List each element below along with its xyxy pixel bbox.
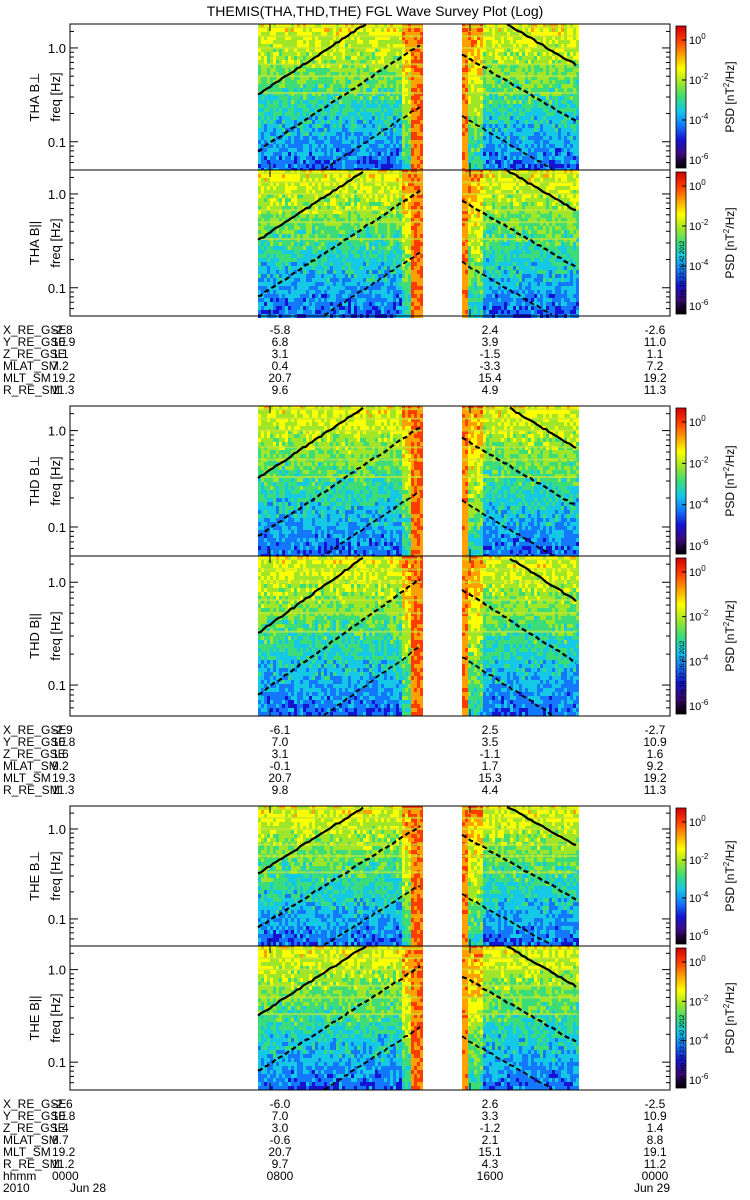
panel-tha-par: 1.0 0.1 THA B|| freq [Hz] 100 10-2 10-4 10-6 PSD… xyxy=(27,170,737,318)
colorbar-tick-label: 100 xyxy=(689,178,706,193)
colorbar-tick-label: 10-6 xyxy=(689,698,709,713)
ephemeris-value: 11.3 xyxy=(52,783,75,797)
panel-ylabel: THA B⊥ xyxy=(27,73,42,122)
figure-title: THEMIS(THA,THD,THE) FGL Wave Survey Plot… xyxy=(207,3,544,19)
y-tick-label: 0.1 xyxy=(48,281,66,296)
colorbar-label: PSD [nT2/Hz] xyxy=(722,445,737,516)
ephemeris-value: 11.3 xyxy=(52,383,75,397)
colorbar-tick-label: 10-6 xyxy=(689,538,709,553)
colorbar-tick-label: 10-2 xyxy=(689,218,709,233)
freq-axis-label: freq [Hz] xyxy=(48,851,63,900)
colorbar-tick-label: 10-2 xyxy=(689,72,709,87)
start-date-label: Jun 28 xyxy=(70,1181,106,1195)
colorbar: 100 10-2 10-4 10-6 PSD [nT2/Hz] xyxy=(676,808,737,944)
colorbar: 100 10-2 10-4 10-6 PSD [nT2/Hz] xyxy=(676,408,737,554)
generation-timestamp: Sun Sep 18 23:26:42 2012 xyxy=(680,240,686,312)
ephemeris-value: 9.6 xyxy=(272,383,289,397)
panel-the-perp: 1.0 0.1 THE B⊥ freq [Hz] 100 10-2 10-4 10-6 PSD … xyxy=(27,806,737,946)
colorbar-tick-label: 10-4 xyxy=(689,890,709,905)
colorbar-tick-label: 100 xyxy=(689,954,706,969)
colorbar-label: PSD [nT2/Hz] xyxy=(722,982,737,1053)
colorbar: 100 10-2 10-4 10-6 PSD [nT2/Hz] xyxy=(676,26,737,168)
freq-axis-label: freq [Hz] xyxy=(48,611,63,660)
colorbar-tick-label: 10-2 xyxy=(689,993,709,1008)
component-symbol: || xyxy=(27,613,42,620)
colorbar-tick-label: 10-4 xyxy=(689,258,709,273)
colorbar-tick-label: 10-6 xyxy=(689,298,709,313)
ephemeris-value: 11.3 xyxy=(644,383,667,397)
colorbar-tick-label: 100 xyxy=(689,414,706,429)
panel-thd-par: 1.0 0.1 THD B|| freq [Hz] 100 10-2 10-4 10-6 PSD… xyxy=(27,556,737,716)
ephemeris-value: 4.4 xyxy=(482,783,499,797)
colorbar-tick-label: 10-4 xyxy=(689,112,709,127)
colorbar-tick-label: 10-4 xyxy=(689,653,709,668)
y-tick-label: 1.0 xyxy=(48,41,66,56)
panel-ylabel: THA B|| xyxy=(27,221,42,265)
colorbar-tick-label: 10-6 xyxy=(689,1072,709,1087)
spectrogram-image xyxy=(258,556,579,716)
freq-axis-label: freq [Hz] xyxy=(48,72,63,121)
colorbar-label: PSD [nT2/Hz] xyxy=(722,600,737,671)
x-tick-label: 0800 xyxy=(267,1169,294,1183)
panel-ylabel: THD B|| xyxy=(27,613,42,659)
ephemeris-value: 4.9 xyxy=(482,383,499,397)
panel-tha-perp: 1.0 0.1 THA B⊥ freq [Hz] 100 10-2 10-4 10-6 PSD … xyxy=(27,24,737,172)
y-tick-label: 1.0 xyxy=(48,187,66,202)
y-tick-label: 1.0 xyxy=(48,424,66,439)
colorbar-label: PSD [nT2/Hz] xyxy=(722,61,737,132)
spectrogram-image xyxy=(258,806,579,946)
y-tick-label: 0.1 xyxy=(48,1055,66,1070)
spectrogram-panels: 1.0 0.1 THA B⊥ freq [Hz] 100 10-2 10-4 10-6 PSD … xyxy=(27,24,737,1090)
panel-ylabel: THE B⊥ xyxy=(27,851,42,901)
component-symbol: ⊥ xyxy=(27,73,42,84)
y-tick-label: 0.1 xyxy=(48,135,66,150)
colorbar-tick-label: 10-4 xyxy=(689,1033,709,1048)
colorbar-tick-label: 10-2 xyxy=(689,852,709,867)
x-tick-label: 1600 xyxy=(477,1169,504,1183)
y-tick-label: 1.0 xyxy=(48,575,66,590)
component-symbol: ⊥ xyxy=(27,456,42,467)
colorbar-tick-label: 10-6 xyxy=(689,152,709,167)
component-symbol: ⊥ xyxy=(27,851,42,862)
panel-ylabel: THD B⊥ xyxy=(27,456,42,506)
colorbar-label: PSD [nT2/Hz] xyxy=(722,840,737,911)
colorbar-tick-label: 100 xyxy=(689,814,706,829)
y-tick-label: 1.0 xyxy=(48,822,66,837)
freq-axis-label: freq [Hz] xyxy=(48,456,63,505)
y-tick-label: 1.0 xyxy=(48,963,66,978)
colorbar-tick-label: 10-2 xyxy=(689,455,709,470)
generation-timestamp: Sun Sep 18 23:26:42 2012 xyxy=(680,640,686,712)
year-label: 2010 xyxy=(3,1181,30,1195)
generation-timestamp: Sun Sep 18 23:26:42 2012 xyxy=(680,1014,686,1086)
component-symbol: || xyxy=(27,995,42,1002)
colorbar-tick-label: 100 xyxy=(689,32,706,47)
component-symbol: || xyxy=(27,221,42,228)
y-tick-label: 0.1 xyxy=(48,678,66,693)
colorbar-label: PSD [nT2/Hz] xyxy=(722,207,737,278)
ephemeris-value: 9.8 xyxy=(272,783,289,797)
panel-thd-perp: 1.0 0.1 THD B⊥ freq [Hz] 100 10-2 10-4 10-6 PSD … xyxy=(27,406,737,558)
panel-the-par: 1.0 0.1 THE B|| freq [Hz] 100 10-2 10-4 10-6 PSD… xyxy=(27,946,737,1090)
panel-ylabel: THE B|| xyxy=(27,995,42,1040)
colorbar-tick-label: 10-4 xyxy=(689,497,709,512)
y-tick-label: 0.1 xyxy=(48,520,66,535)
colorbar-tick-label: 10-2 xyxy=(689,609,709,624)
freq-axis-label: freq [Hz] xyxy=(48,218,63,267)
ephemeris-value: 11.3 xyxy=(644,783,667,797)
y-tick-label: 0.1 xyxy=(48,912,66,927)
colorbar-tick-label: 100 xyxy=(689,564,706,579)
colorbar-tick-label: 10-6 xyxy=(689,928,709,943)
freq-axis-label: freq [Hz] xyxy=(48,993,63,1042)
end-date-label: Jun 29 xyxy=(634,1181,670,1195)
